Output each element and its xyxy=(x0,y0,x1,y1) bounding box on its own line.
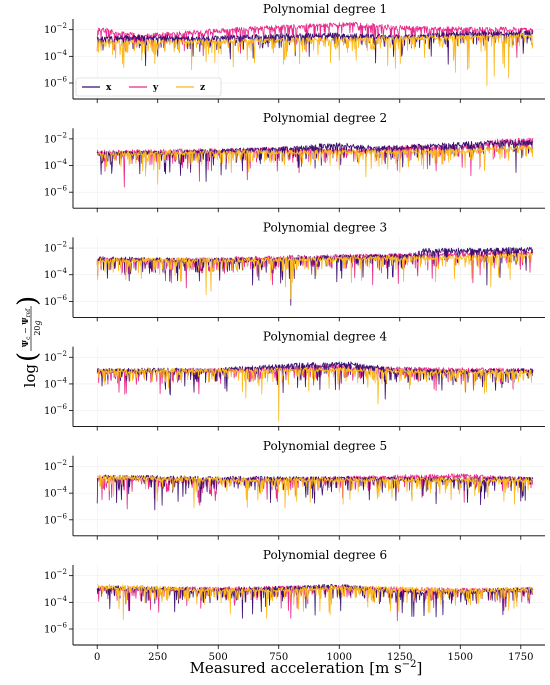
y-tick-label: 10−6 xyxy=(44,512,68,526)
y-axis-numerator: Ψc − Ψref xyxy=(20,308,32,347)
panel-title: Polynomial degree 5 xyxy=(263,439,387,453)
series-group xyxy=(96,246,534,306)
panel-title: Polynomial degree 6 xyxy=(263,548,387,562)
panel-1: 10−2 10−4 10−6 Polynomial degree 1 x y z xyxy=(44,2,545,103)
y-tick-label: 10−2 xyxy=(44,350,67,364)
series-line-z xyxy=(96,144,534,185)
series-line-z xyxy=(96,33,534,87)
series-group xyxy=(96,361,534,422)
series-line-z xyxy=(97,583,534,620)
x-tick-label: 1250 xyxy=(387,652,412,663)
y-tick-label: 10−2 xyxy=(44,459,67,473)
panel-2: 10−2 10−4 10−6 Polynomial degree 2 xyxy=(44,111,545,213)
y-tick-label: 10−2 xyxy=(44,241,67,255)
x-tick-label: 1750 xyxy=(508,652,533,663)
series-group xyxy=(96,583,534,622)
panel-6: 10−2 10−4 10−6 0 250 500 750 1000 1250 1500 1750 Po… xyxy=(44,548,545,663)
series-line-y xyxy=(96,585,534,622)
panel-title: Polynomial degree 4 xyxy=(263,330,388,344)
y-tick-label: 10−6 xyxy=(44,294,68,308)
x-tick-label: 1000 xyxy=(327,652,352,663)
y-tick-label: 10−2 xyxy=(44,568,67,582)
y-axis-log-word: log xyxy=(21,364,39,388)
series-line-z xyxy=(96,252,534,300)
y-tick-label: 10−4 xyxy=(44,595,68,609)
y-tick-label: 10−6 xyxy=(44,76,68,90)
panel-title: Polynomial degree 2 xyxy=(263,111,387,125)
y-tick-label: 10−4 xyxy=(44,267,68,281)
y-tick-label: 10−6 xyxy=(44,403,68,417)
series-group xyxy=(96,21,534,87)
legend-label-y: y xyxy=(152,83,159,93)
series-line-x xyxy=(96,246,534,306)
y-axis-close-paren: ) xyxy=(13,296,43,306)
series-line-z xyxy=(97,366,533,422)
series-line-z xyxy=(96,474,534,509)
x-tick-label: 1500 xyxy=(448,652,473,663)
y-tick-label: 10−4 xyxy=(44,158,68,172)
legend-box xyxy=(75,77,222,97)
panel-3: 10−2 10−4 10−6 Polynomial degree 3 xyxy=(44,220,545,322)
legend-label-z: z xyxy=(200,83,205,93)
y-tick-label: 10−4 xyxy=(44,49,68,63)
y-tick-label: 10−2 xyxy=(44,131,67,145)
legend-label-x: x xyxy=(106,83,112,93)
panel-title: Polynomial degree 1 xyxy=(263,2,387,16)
x-tick-label: 750 xyxy=(269,652,288,663)
legend: x y z xyxy=(75,77,222,97)
y-tick-label: 10−6 xyxy=(44,622,68,636)
panel-5: 10−2 10−4 10−6 Polynomial degree 5 xyxy=(44,439,545,540)
y-tick-label: 10−6 xyxy=(44,185,68,199)
series-line-x xyxy=(96,30,534,67)
x-axis-title: Measured acceleration [m s−2] xyxy=(190,659,423,677)
x-tick-label: 500 xyxy=(209,652,228,663)
series-line-x xyxy=(96,139,534,182)
y-tick-label: 10−4 xyxy=(44,376,68,390)
y-tick-label: 10−4 xyxy=(44,486,68,500)
y-axis-denominator: 20g xyxy=(33,320,42,335)
x-tick-label: 0 xyxy=(94,652,100,663)
y-axis-open-paren: ( xyxy=(13,352,43,362)
y-axis-title: log ( Ψc − Ψref 20g ) xyxy=(13,296,43,388)
series-group xyxy=(96,473,534,511)
y-tick-label: 10−2 xyxy=(44,22,67,36)
panel-title: Polynomial degree 3 xyxy=(263,220,387,234)
panel-4: 10−2 10−4 10−6 Polynomial degree 4 xyxy=(44,330,545,431)
series-group xyxy=(96,137,534,188)
x-tick-label: 250 xyxy=(148,652,167,663)
